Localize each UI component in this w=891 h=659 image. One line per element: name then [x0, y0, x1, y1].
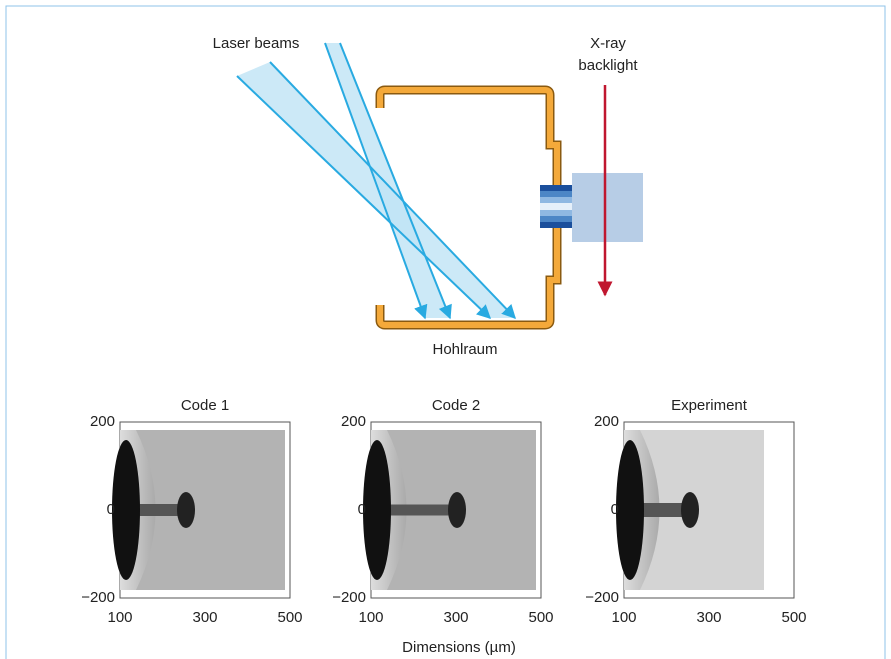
y-tick-label: 200 — [341, 413, 366, 430]
backlight-region — [572, 173, 643, 242]
x-axis-label: Dimensions (µm) — [402, 639, 516, 656]
image-jet — [381, 504, 461, 516]
panel-title: Code 1 — [181, 397, 229, 414]
panel-title: Experiment — [671, 397, 748, 414]
x-tick-label: 500 — [528, 609, 553, 626]
image-jet — [634, 503, 694, 517]
laser-beams — [236, 42, 516, 320]
x-tick-label: 300 — [192, 609, 217, 626]
y-tick-label: 200 — [594, 413, 619, 430]
panel — [363, 421, 542, 599]
y-tick-label: −200 — [81, 589, 115, 606]
xray-label: backlight — [578, 57, 638, 74]
window — [540, 185, 572, 228]
x-tick-label: 500 — [277, 609, 302, 626]
y-tick-label: −200 — [332, 589, 366, 606]
panel — [112, 421, 291, 599]
xray-label: X-ray — [590, 35, 626, 52]
x-tick-label: 100 — [358, 609, 383, 626]
x-tick-label: 300 — [696, 609, 721, 626]
y-tick-label: 0 — [107, 501, 115, 518]
y-tick-label: −200 — [585, 589, 619, 606]
image-core — [616, 440, 644, 580]
frame — [5, 5, 886, 659]
image-cap — [448, 492, 466, 528]
image-core — [112, 440, 140, 580]
x-tick-label: 100 — [107, 609, 132, 626]
y-tick-label: 200 — [90, 413, 115, 430]
y-tick-label: 0 — [611, 501, 619, 518]
image-cap — [681, 492, 699, 528]
x-tick-label: 500 — [781, 609, 806, 626]
x-tick-label: 100 — [611, 609, 636, 626]
image-core — [363, 440, 391, 580]
panel-title: Code 2 — [432, 397, 480, 414]
y-tick-label: 0 — [358, 501, 366, 518]
image-cap — [177, 492, 195, 528]
image-jet — [130, 504, 190, 516]
laser-label: Laser beams — [213, 35, 300, 52]
x-tick-label: 300 — [443, 609, 468, 626]
panel — [616, 421, 795, 599]
hohlraum-label: Hohlraum — [432, 341, 497, 358]
